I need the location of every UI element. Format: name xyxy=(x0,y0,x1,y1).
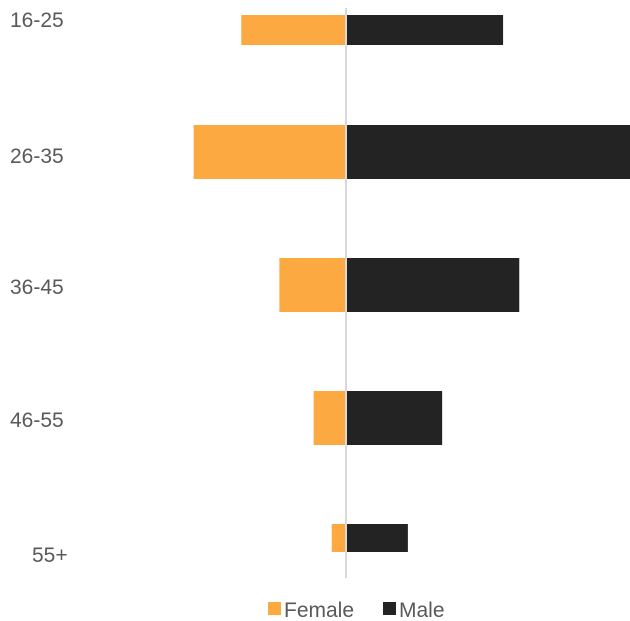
bar-male-36-45 xyxy=(346,258,520,312)
bar-male-26-35 xyxy=(346,125,630,179)
bar-female-46-55 xyxy=(313,391,346,445)
category-label-36-45: 36-45 xyxy=(10,276,64,299)
legend-swatch-male xyxy=(383,602,396,615)
bar-male-55plus xyxy=(346,524,408,552)
category-label-16-25: 16-25 xyxy=(10,9,64,32)
legend: Female Male xyxy=(268,599,445,621)
legend-swatch-female xyxy=(268,602,281,615)
bars-layer xyxy=(193,15,630,552)
legend-label-female: Female xyxy=(284,599,354,621)
category-label-26-35: 26-35 xyxy=(10,145,64,168)
category-label-55plus: 55+ xyxy=(32,544,68,567)
bar-female-26-35 xyxy=(193,125,346,179)
category-label-46-55: 46-55 xyxy=(10,409,64,432)
bar-female-36-45 xyxy=(279,258,346,312)
category-labels: 16-25 26-35 36-45 46-55 55+ xyxy=(10,9,68,567)
bar-male-46-55 xyxy=(346,391,443,445)
legend-label-male: Male xyxy=(399,599,445,621)
bar-female-55plus xyxy=(331,524,346,552)
bar-female-16-25 xyxy=(241,15,346,45)
bar-male-16-25 xyxy=(346,15,504,45)
